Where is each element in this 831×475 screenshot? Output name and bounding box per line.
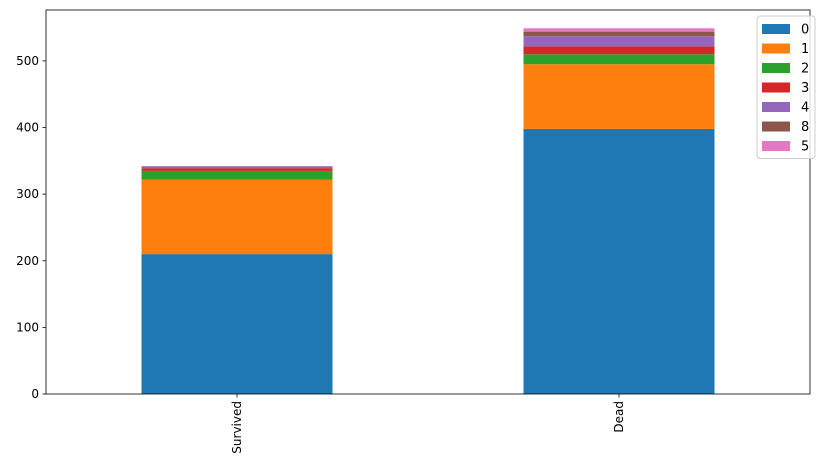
legend-swatch-3 xyxy=(762,82,790,93)
y-tick-label: 300 xyxy=(16,187,39,201)
x-tick-label: Dead xyxy=(612,401,626,433)
bar-dead-5 xyxy=(523,28,715,32)
bar-survived-1 xyxy=(141,179,333,255)
bar-dead-1 xyxy=(523,64,715,129)
legend-swatch-5 xyxy=(762,141,790,151)
x-tick-label: Survived xyxy=(230,401,244,454)
bar-survived-2 xyxy=(141,170,333,180)
y-tick-label: 200 xyxy=(16,254,39,268)
legend-swatch-2 xyxy=(762,63,790,73)
legend-label: 3 xyxy=(801,81,809,96)
legend-label: 2 xyxy=(801,62,809,77)
bar-survived-0 xyxy=(141,254,333,394)
bar-survived-3 xyxy=(141,168,333,171)
legend-label: 0 xyxy=(801,23,809,38)
legend-swatch-8 xyxy=(762,121,790,132)
bar-dead-4 xyxy=(523,36,715,47)
axes-frame xyxy=(45,9,811,395)
legend-swatch-0 xyxy=(762,24,790,34)
legend-swatch-4 xyxy=(762,102,790,112)
y-tick-label: 0 xyxy=(31,387,39,401)
y-tick-label: 500 xyxy=(16,54,39,68)
legend-label: 4 xyxy=(801,101,809,116)
bar-dead-2 xyxy=(523,54,715,65)
legend-label: 5 xyxy=(801,140,809,155)
bar-dead-0 xyxy=(523,128,715,395)
y-tick-label: 100 xyxy=(16,320,39,334)
bar-dead-3 xyxy=(523,46,715,55)
legend: 0 1 2 3 4 8 5 xyxy=(756,15,816,159)
legend-label: 1 xyxy=(801,42,809,57)
bar-dead-8 xyxy=(523,31,715,37)
y-tick-label: 400 xyxy=(16,121,39,135)
legend-swatch-1 xyxy=(762,43,790,54)
legend-label: 8 xyxy=(801,120,809,135)
bar-survived-4 xyxy=(141,166,333,169)
